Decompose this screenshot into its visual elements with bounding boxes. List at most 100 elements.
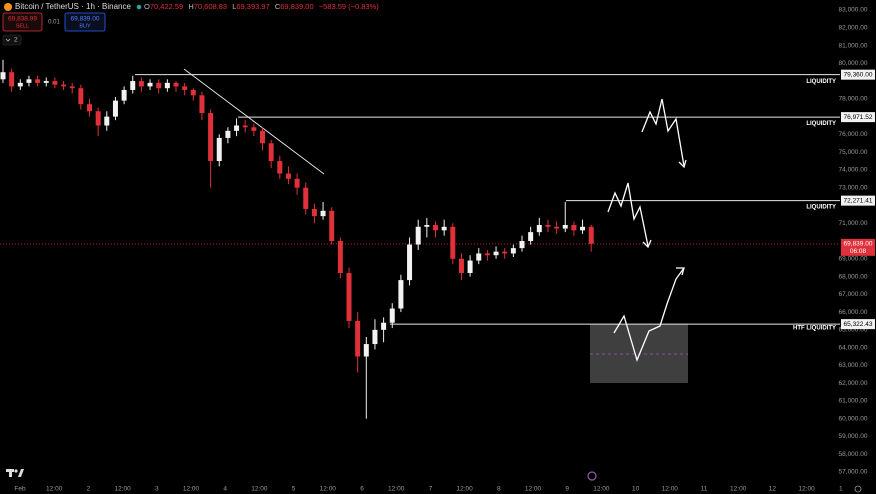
y-tick-label: 81,000.00 (839, 42, 868, 49)
logo-part (14, 469, 18, 473)
y-tick-label: 59,000.00 (839, 433, 868, 440)
x-tick-label: 11 (701, 486, 708, 493)
candle-body (121, 89, 127, 101)
level-text: LIQUIDITY (806, 79, 836, 85)
change: −583.59 (−0.83%) (319, 2, 380, 11)
symbol-icon (4, 3, 12, 11)
candle-body (303, 187, 309, 210)
level-price-label: 76,971.52 (844, 114, 873, 121)
candle-body (9, 72, 15, 87)
candle-body (528, 232, 534, 241)
candle-body (398, 280, 404, 309)
candle-body (536, 225, 542, 233)
last-price-label: 69,839.00 (844, 241, 873, 248)
indicator-count: 2 (14, 37, 18, 44)
sell-button[interactable] (2, 12, 43, 32)
y-tick-label: 83,000.00 (839, 7, 868, 14)
y-tick-label: 68,000.00 (839, 273, 868, 280)
candle-body (510, 248, 516, 254)
x-tick-label: 12:00 (593, 486, 610, 493)
y-tick-label: 82,000.00 (839, 24, 868, 31)
candle-body (372, 329, 378, 345)
candle-body (130, 81, 136, 90)
candle-body (190, 89, 196, 96)
candle-body (208, 113, 214, 162)
candle-body (476, 253, 482, 261)
y-tick-label: 64,000.00 (839, 344, 868, 351)
alert-icon[interactable] (587, 471, 597, 481)
x-tick-label: Feb (14, 486, 26, 493)
x-tick-label: 12:00 (251, 486, 268, 493)
y-tick-label: 63,000.00 (839, 362, 868, 369)
x-tick-label: 12:00 (798, 486, 815, 493)
chevron (5, 38, 11, 42)
candle-body (285, 173, 291, 179)
ohlc-value: 69,393.97 (236, 2, 269, 11)
indicator-toggle[interactable] (2, 34, 22, 46)
candle-body (104, 116, 110, 126)
candle-body (493, 251, 499, 256)
level-badge (841, 112, 875, 123)
candle-body (502, 251, 508, 254)
level-text: LIQUIDITY (806, 205, 836, 211)
y-tick-label: 61,000.00 (839, 398, 868, 405)
candle-body (112, 100, 118, 117)
x-tick-label: 12:00 (320, 486, 337, 493)
candle-body (571, 225, 577, 231)
ohlc-value: 69,839.00 (280, 2, 313, 11)
candle-body (450, 226, 456, 259)
x-tick-label: 8 (497, 486, 501, 493)
candle-body (260, 130, 265, 144)
ohlc-key: H (188, 2, 193, 11)
projection-drawings (607, 98, 687, 362)
candle-body (87, 104, 92, 112)
candle-body (337, 241, 343, 273)
settings-icon[interactable] (854, 485, 862, 493)
ohlc-value: 70,608.83 (194, 2, 227, 11)
x-tick-label: 12:00 (114, 486, 131, 493)
x-tick-label: 1 (839, 486, 843, 493)
candle-body (433, 225, 438, 231)
candle-body (484, 253, 490, 256)
candle-body (69, 86, 75, 89)
x-tick-label: 10 (632, 486, 640, 493)
candle-body (381, 322, 387, 330)
logo-part (18, 469, 24, 477)
candle-body (17, 82, 23, 87)
x-tick-label: 12:00 (183, 486, 200, 493)
candle-body (147, 82, 153, 87)
candle-body (225, 130, 231, 138)
candle-body (294, 178, 300, 188)
level-badge (841, 69, 875, 80)
ohlc: O70,422.59 H70,608.83 L69,393.97 C69,839… (144, 2, 379, 11)
x-tick-label: 2 (87, 486, 91, 493)
level-text: LIQUIDITY (806, 121, 836, 127)
candle-body (251, 127, 257, 131)
ohlc-key: L (232, 2, 236, 11)
candle-body (320, 210, 326, 217)
candle-body (78, 88, 84, 105)
level-price-label: 72,271.41 (844, 197, 873, 204)
candle-body (95, 111, 101, 126)
y-tick-label: 67,000.00 (839, 291, 868, 298)
candle-body (242, 125, 248, 128)
level-text: HTF LIQUIDITY (793, 326, 836, 332)
candle-body (0, 72, 6, 80)
x-tick-label: 5 (292, 486, 296, 493)
arrow-head (678, 159, 687, 169)
y-tick-label: 58,000.00 (839, 451, 868, 458)
x-tick-label: 12:00 (456, 486, 473, 493)
candle-body (580, 226, 586, 231)
candle-body (363, 344, 369, 357)
candle-body (173, 82, 179, 87)
plot (0, 59, 840, 419)
candle-body (407, 244, 413, 281)
buy-button[interactable] (64, 12, 106, 32)
market-status (136, 4, 142, 10)
x-tick-label: 12:00 (730, 486, 747, 493)
x-tick-label: 12:00 (388, 486, 405, 493)
candle-body (234, 125, 240, 131)
x-tick-label: 3 (155, 486, 159, 493)
